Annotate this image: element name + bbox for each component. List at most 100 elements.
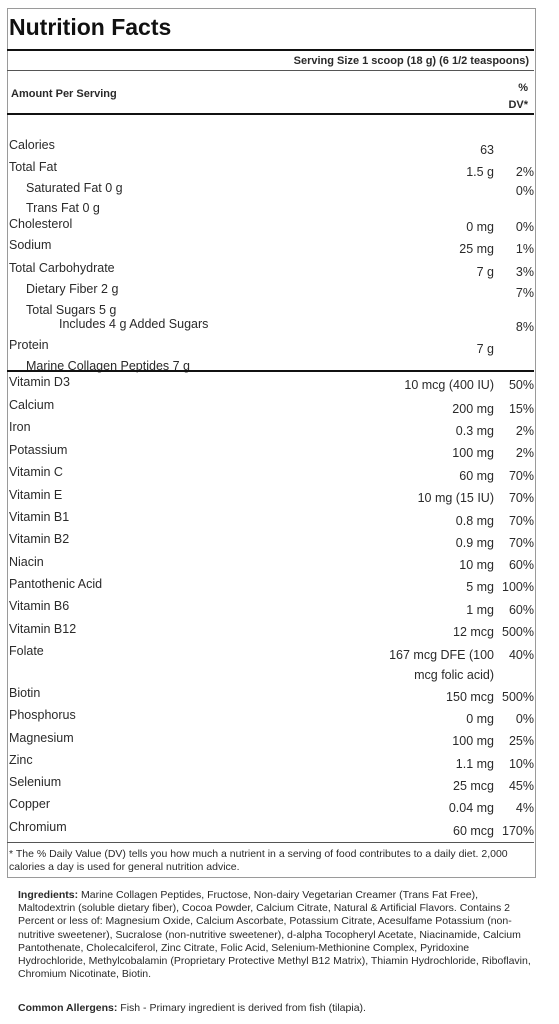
nutrient-dv: 0% [515, 220, 534, 234]
nutrient-name: Sodium [9, 238, 52, 252]
nutrient-name: Calories [9, 138, 55, 152]
nutrient-name: Vitamin B2 [9, 532, 70, 546]
nutrient-dv: 3% [515, 265, 534, 279]
ingredients-label: Ingredients: [18, 889, 79, 901]
nutrient-name: Vitamin B6 [9, 599, 70, 613]
ingredients-section: Ingredients: Marine Collagen Peptides, F… [18, 889, 538, 981]
nutrient-dv: 70% [508, 536, 534, 550]
nutrient-dv: 7% [515, 286, 534, 300]
nutrient-dv: 45% [508, 779, 534, 793]
header-divider [7, 113, 534, 115]
nutrient-name: Total Carbohydrate [9, 261, 115, 275]
nutrient-name: Niacin [9, 555, 44, 569]
serving-size: Serving Size 1 scoop (18 g) (6 1/2 teasp… [293, 55, 529, 67]
nutrient-name: Iron [9, 420, 31, 434]
nutrient-dv: 50% [508, 378, 534, 392]
nutrient-name: Chromium [9, 820, 67, 834]
nutrient-amount-cont: mcg folic acid) [414, 668, 494, 682]
nutrient-name: Dietary Fiber 2 g [26, 282, 119, 296]
nutrient-dv: 170% [502, 824, 534, 838]
nutrient-amount: 25 mg [459, 242, 494, 256]
dv-header-line1: % [518, 82, 528, 94]
nutrient-dv: 2% [515, 424, 534, 438]
nutrient-dv: 60% [508, 603, 534, 617]
nutrient-amount: 0.3 mg [455, 424, 494, 438]
allergens-section: Common Allergens: Fish - Primary ingredi… [18, 1002, 366, 1014]
amount-per-serving-label: Amount Per Serving [11, 88, 117, 100]
nutrient-dv: 70% [508, 514, 534, 528]
nutrient-name: Cholesterol [9, 217, 73, 231]
nutrient-amount: 7 g [476, 342, 494, 356]
nutrient-amount: 10 mg [459, 558, 494, 572]
nutrient-dv: 60% [508, 558, 534, 572]
nutrient-amount: 5 mg [466, 580, 494, 594]
vitamins-divider [7, 370, 534, 372]
nutrient-subline: Includes 4 g Added Sugars [59, 317, 209, 331]
nutrient-dv: 500% [502, 690, 534, 704]
nutrient-name: Total Fat [9, 160, 57, 174]
panel-title: Nutrition Facts [9, 14, 172, 40]
nutrient-dv: 10% [508, 757, 534, 771]
nutrient-amount: 0 mg [466, 220, 494, 234]
nutrient-amount: 7 g [476, 265, 494, 279]
title-divider [7, 49, 534, 51]
nutrient-dv: 70% [508, 491, 534, 505]
nutrient-amount: 60 mg [459, 469, 494, 483]
nutrient-name: Trans Fat 0 g [26, 201, 100, 215]
nutrient-dv: 8% [515, 320, 534, 334]
ingredients-text: Marine Collagen Peptides, Fructose, Non-… [18, 889, 531, 981]
nutrient-name: Vitamin B12 [9, 622, 77, 636]
nutrient-amount: 1 mg [466, 603, 494, 617]
nutrient-name: Copper [9, 797, 50, 811]
serving-divider [7, 70, 534, 71]
nutrient-dv: 100% [502, 580, 534, 594]
nutrient-name: Folate [9, 644, 44, 658]
nutrient-dv: 0% [515, 184, 534, 198]
dv-header-line2: DV* [508, 99, 528, 111]
nutrient-name: Marine Collagen Peptides 7 g [26, 359, 190, 373]
nutrient-amount: 167 mcg DFE (100 [389, 648, 494, 662]
nutrient-amount: 0.8 mg [455, 514, 494, 528]
nutrient-dv: 500% [502, 625, 534, 639]
nutrient-amount: 1.1 mg [455, 757, 494, 771]
nutrient-name: Biotin [9, 686, 41, 700]
nutrient-name: Saturated Fat 0 g [26, 181, 123, 195]
nutrient-amount: 100 mg [452, 734, 494, 748]
nutrient-amount: 200 mg [452, 402, 494, 416]
nutrient-name: Pantothenic Acid [9, 577, 103, 591]
dv-footnote: * The % Daily Value (DV) tells you how m… [9, 848, 508, 873]
nutrient-amount: 10 mcg (400 IU) [404, 378, 494, 392]
nutrient-dv: 2% [515, 165, 534, 179]
allergens-label: Common Allergens: [18, 1002, 118, 1014]
nutrient-dv: 40% [508, 648, 534, 662]
nutrient-amount: 100 mg [452, 446, 494, 460]
nutrient-amount: 60 mcg [453, 824, 494, 838]
footnote-divider [7, 842, 534, 843]
nutrient-name: Total Sugars 5 g [26, 303, 117, 317]
dv-header: % DV* [508, 80, 528, 114]
nutrient-name: Potassium [9, 443, 68, 457]
nutrient-amount: 12 mcg [453, 625, 494, 639]
nutrient-name: Phosphorus [9, 708, 76, 722]
nutrient-amount: 0.04 mg [448, 801, 494, 815]
nutrient-dv: 2% [515, 446, 534, 460]
nutrient-amount: 1.5 g [466, 165, 494, 179]
nutrient-name: Protein [9, 338, 49, 352]
nutrient-amount: 63 [480, 143, 494, 157]
nutrient-dv: 70% [508, 469, 534, 483]
nutrient-name: Vitamin C [9, 465, 63, 479]
nutrient-name: Vitamin B1 [9, 510, 70, 524]
nutrient-name: Vitamin E [9, 488, 63, 502]
nutrient-amount: 150 mcg [446, 690, 494, 704]
nutrient-name: Calcium [9, 398, 55, 412]
nutrient-amount: 25 mcg [453, 779, 494, 793]
nutrient-dv: 25% [508, 734, 534, 748]
nutrient-dv: 15% [508, 402, 534, 416]
nutrient-name: Selenium [9, 775, 62, 789]
allergens-text: Fish - Primary ingredient is derived fro… [117, 1002, 366, 1014]
nutrient-name: Magnesium [9, 731, 74, 745]
nutrient-amount: 10 mg (15 IU) [417, 491, 494, 505]
nutrient-name: Vitamin D3 [9, 375, 70, 389]
nutrient-dv: 1% [515, 242, 534, 256]
nutrient-dv: 0% [515, 712, 534, 726]
